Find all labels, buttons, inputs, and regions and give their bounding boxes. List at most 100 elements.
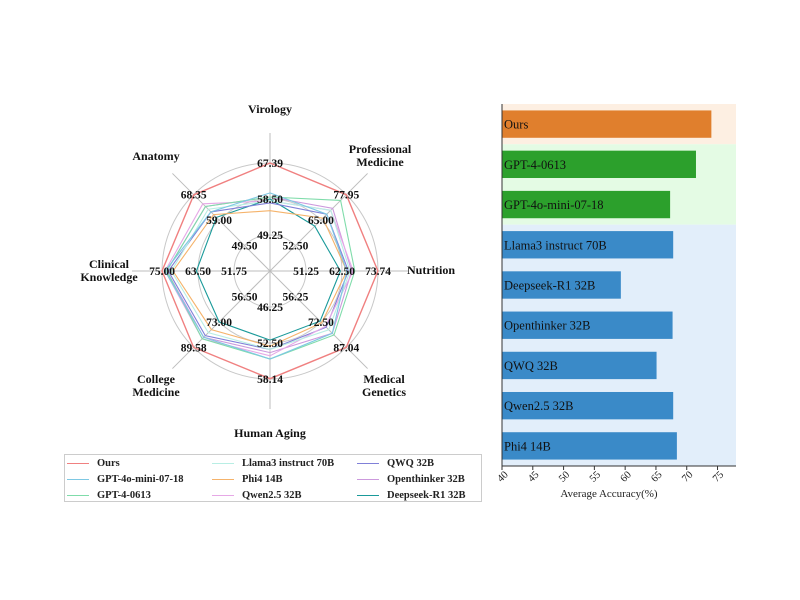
radar-ring-label: 46.25: [257, 302, 283, 314]
bar: [502, 150, 696, 179]
radar-axis-label: Professional Medicine: [349, 142, 412, 169]
radar-axis-label-line: Professional: [349, 142, 412, 156]
legend-item: GPT-4o-mini-07-18: [65, 471, 210, 487]
radar-axis-label-line: Medicine: [356, 155, 404, 169]
radar-ring-label: 73.00: [206, 317, 232, 329]
legend-item: Deepseek-R1 32B: [355, 487, 483, 503]
legend-label: Phi4 14B: [242, 473, 283, 485]
radar-spoke: [269, 173, 368, 272]
legend-swatch: [212, 462, 234, 464]
radar-ring-label: 68.35: [181, 190, 207, 202]
x-tick-label: 45: [526, 469, 541, 484]
radar-ring-label: 49.50: [232, 241, 258, 253]
bar-label: Deepseek-R1 32B: [504, 279, 595, 293]
radar-axis-label: Nutrition: [407, 263, 455, 277]
legend-swatch: [212, 494, 234, 496]
bar: [502, 190, 671, 219]
radar-axis-label-line: Medical: [363, 372, 405, 386]
accuracy-bar-chart: Ours GPT-4-0613 GPT-4o-mini-07-18 Llama3 in…: [495, 104, 736, 500]
radar-ring-label: 51.75: [221, 266, 247, 278]
radar-ring-label: 58.50: [257, 194, 283, 206]
radar-ring-label: 77.95: [333, 190, 359, 202]
legend-label: GPT-4o-mini-07-18: [97, 473, 184, 485]
bar-label: Qwen2.5 32B: [504, 399, 573, 413]
radar-axis-label: Anatomy: [132, 149, 179, 163]
bar: [502, 110, 712, 138]
radar-axis-label: Human Aging: [234, 426, 306, 440]
legend-label: Qwen2.5 32B: [242, 489, 302, 501]
x-tick-label: 60: [619, 469, 634, 484]
legend-item: Ours: [65, 455, 210, 471]
radar-ring-label: 58.14: [257, 374, 283, 386]
radar-spoke: [269, 270, 368, 369]
legend-swatch: [357, 478, 379, 480]
radar-spoke: [172, 173, 271, 272]
legend-label: Llama3 instruct 70B: [242, 457, 335, 469]
bar: [502, 391, 674, 420]
bar-group-background: [502, 224, 736, 466]
radar-series-line: [172, 210, 348, 347]
legend-swatch: [357, 462, 379, 464]
legend-item: Phi4 14B: [210, 471, 355, 487]
bar-label: QWQ 32B: [504, 359, 558, 373]
x-axis-title: Average Accuracy(%): [560, 488, 658, 500]
legend-item: QWQ 32B: [355, 455, 483, 471]
radar-axis-label: Clinical Knowledge: [80, 257, 138, 284]
radar-axis-label-line: Clinical: [89, 257, 130, 271]
radar-axis-label: College Medicine: [132, 372, 180, 399]
x-tick-label: 65: [649, 469, 664, 484]
radar-axis-label: Virology: [248, 102, 292, 116]
radar-axis-label-line: Knowledge: [80, 270, 138, 284]
legend-swatch: [67, 462, 89, 464]
bar: [502, 271, 621, 299]
bar: [502, 351, 657, 380]
bar-label: GPT-4-0613: [504, 158, 566, 172]
radar-ring-label: 75.00: [149, 266, 175, 278]
bar: [502, 231, 674, 259]
bar: [502, 311, 673, 339]
radar-ring-label: 72.50: [308, 317, 334, 329]
radar-axis-label-line: College: [137, 372, 176, 386]
legend-swatch: [212, 478, 234, 480]
radar-ring-label: 52.50: [257, 338, 283, 350]
radar-ring-label: 49.25: [257, 230, 283, 242]
bar-label: GPT-4o-mini-07-18: [504, 198, 604, 212]
radar-chart: 49.25 58.50 67.39 52.50 65.00 77.95 51.25 62.50…: [80, 102, 455, 440]
radar-ring-label: 62.50: [329, 266, 355, 278]
bar-label: Llama3 instruct 70B: [504, 238, 607, 252]
radar-series-line: [195, 198, 342, 341]
radar-ring-label: 73.74: [365, 266, 391, 278]
radar-series-line: [170, 200, 351, 350]
legend-item: Llama3 instruct 70B: [210, 455, 355, 471]
radar-axis-label-line: Medicine: [132, 385, 180, 399]
legend-label: GPT-4-0613: [97, 489, 151, 501]
legend-label: Ours: [97, 457, 120, 469]
bar-label: Openthinker 32B: [504, 319, 590, 333]
legend-swatch: [67, 478, 89, 480]
radar-ring-label: 56.50: [232, 291, 258, 303]
radar-legend: Ours Llama3 instruct 70B QWQ 32B GPT-4o-…: [64, 454, 482, 502]
x-tick-label: 55: [588, 469, 603, 484]
radar-ring-label: 63.50: [185, 266, 211, 278]
radar-axis-label-line: Genetics: [362, 385, 406, 399]
radar-ring-label: 65.00: [308, 215, 334, 227]
legend-item: Openthinker 32B: [355, 471, 483, 487]
legend-label: QWQ 32B: [387, 457, 434, 469]
radar-series-line: [164, 200, 354, 357]
x-tick-label: 70: [680, 469, 695, 484]
radar-ring-label: 67.39: [257, 158, 283, 170]
legend-label: Openthinker 32B: [387, 473, 465, 485]
legend-label: Deepseek-R1 32B: [387, 489, 466, 501]
radar-series-line: [164, 192, 348, 360]
radar-ring-label: 89.58: [181, 342, 207, 354]
x-tick-label: 50: [557, 469, 572, 484]
legend-item: GPT-4-0613: [65, 487, 210, 503]
radar-ring-label: 56.25: [283, 291, 309, 303]
radar-ring-label: 59.00: [206, 215, 232, 227]
radar-ring-label: 87.04: [333, 342, 359, 354]
radar-series-line: [161, 162, 379, 380]
bar-label: Ours: [504, 118, 528, 132]
legend-item: Qwen2.5 32B: [210, 487, 355, 503]
radar-ring-label: 52.50: [283, 241, 309, 253]
x-tick-label: 40: [495, 469, 510, 484]
